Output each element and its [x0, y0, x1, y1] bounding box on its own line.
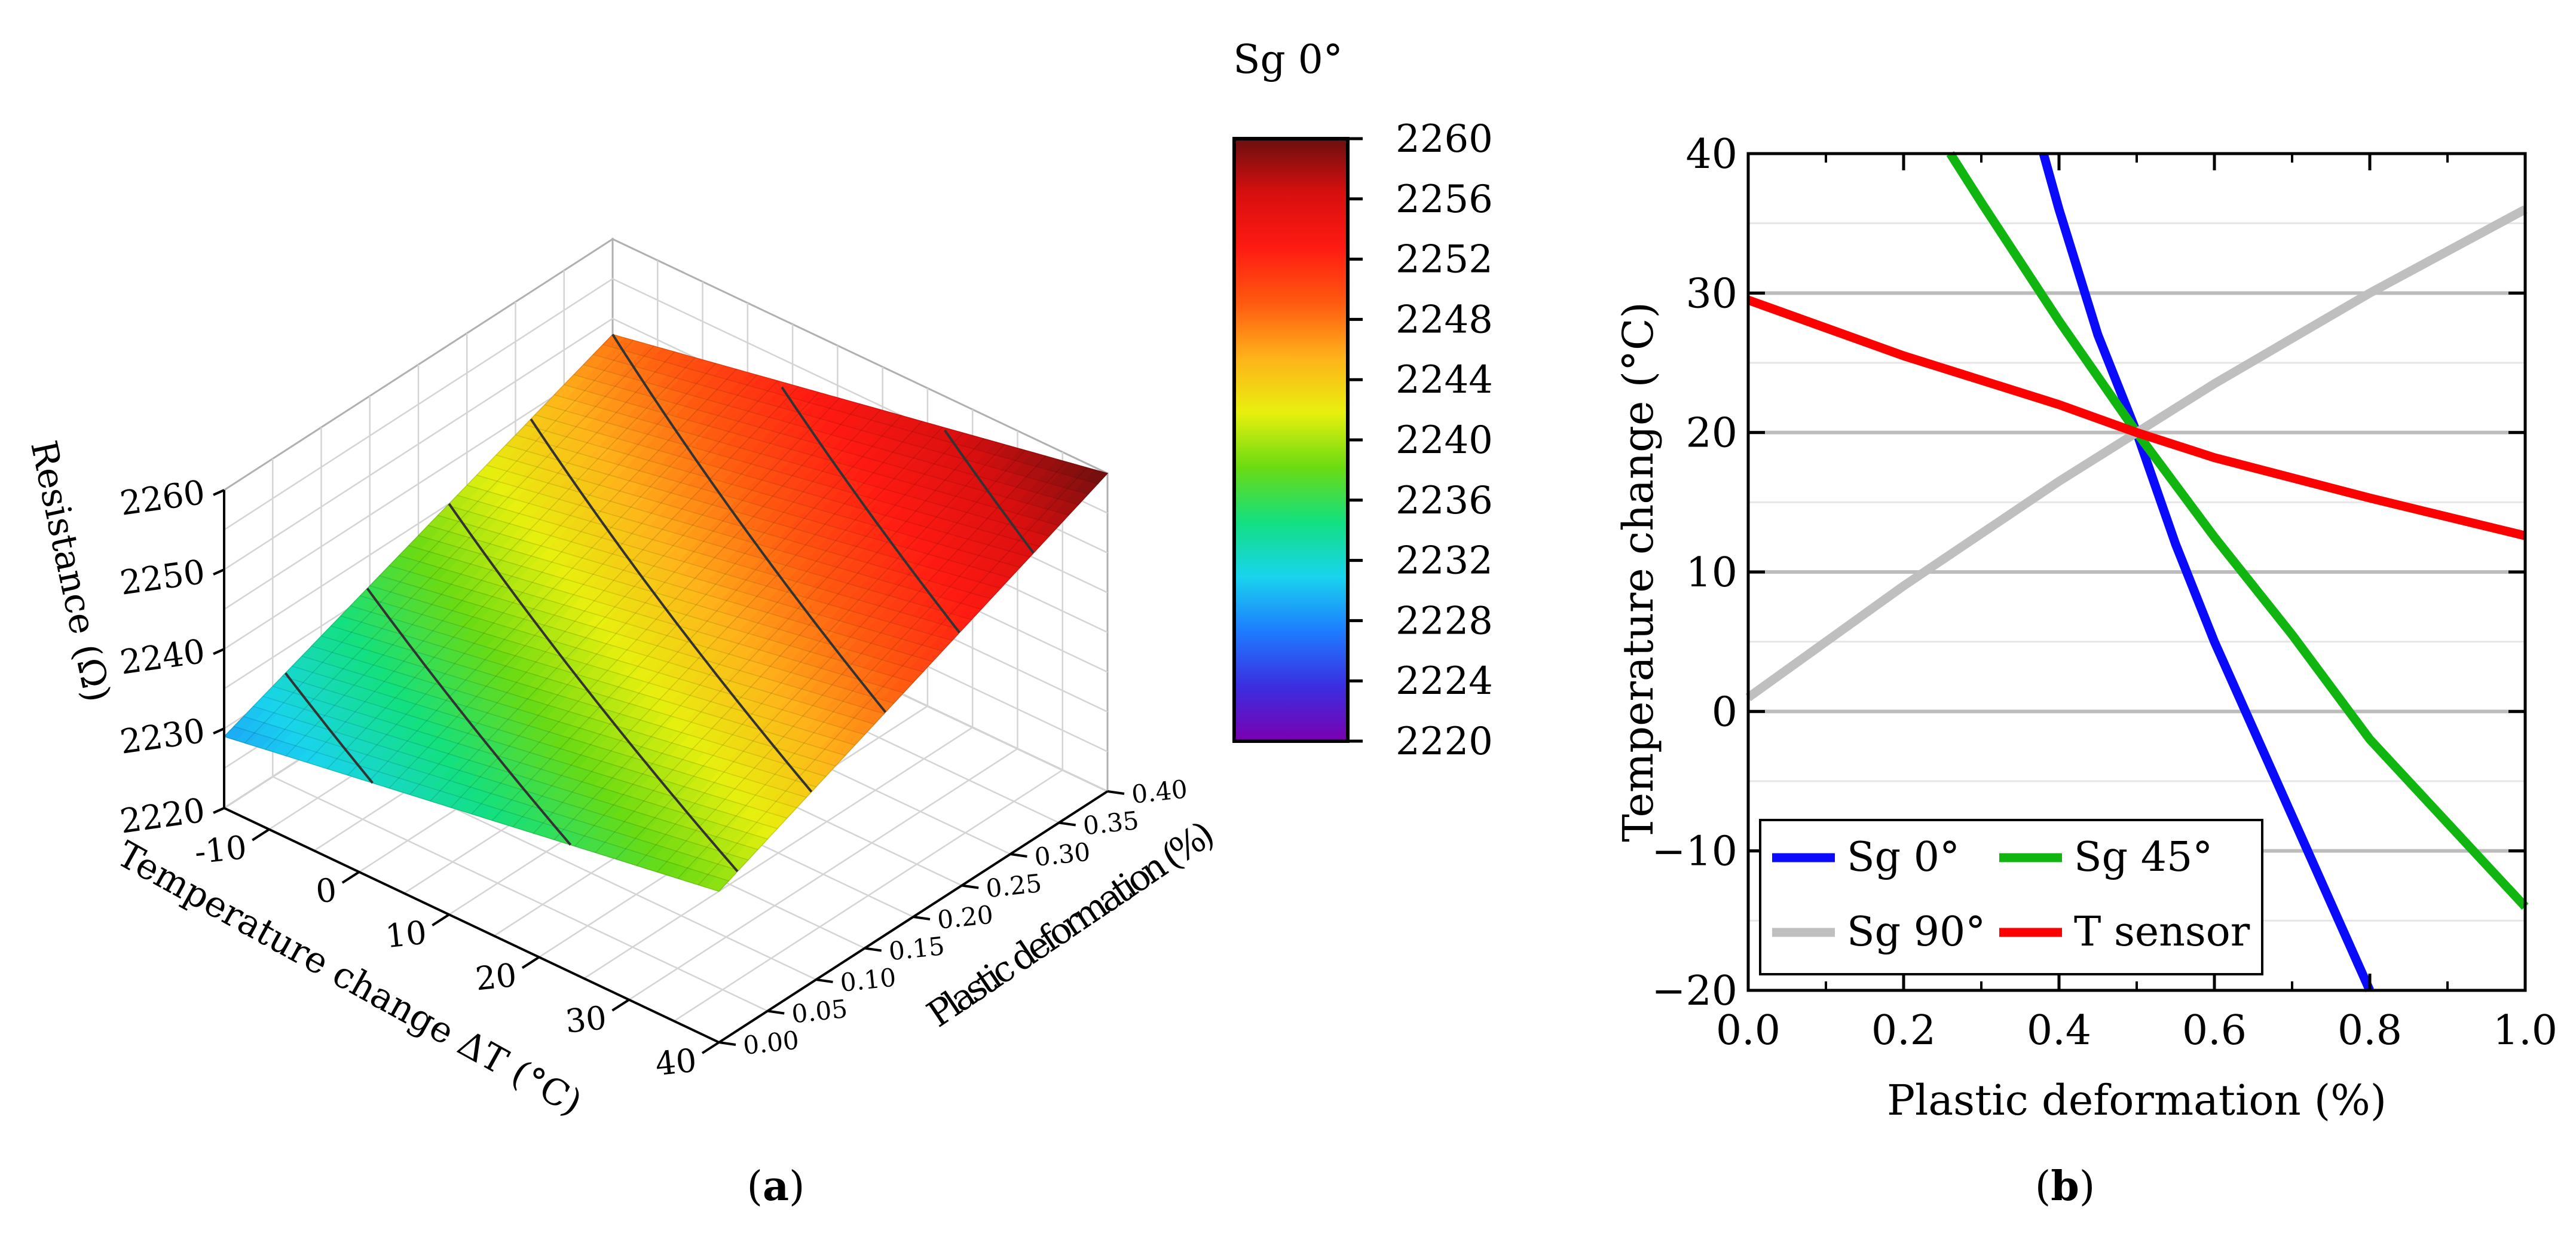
y-tick-label: 20: [1685, 410, 1737, 457]
legend-label: T sensor: [2074, 908, 2250, 956]
z-tick-label: 2250: [118, 552, 207, 602]
x-tick-label: 0.6: [2182, 1007, 2247, 1054]
z-tick: [213, 489, 225, 496]
floor-grid-line: [674, 769, 1063, 1022]
caption-a: (a): [747, 1162, 805, 1210]
deformation-tick: [1010, 853, 1027, 858]
deformation-tick: [767, 1009, 785, 1015]
deformation-tick-label: 0.30: [1033, 837, 1091, 872]
temperature-tick-label: 20: [473, 956, 518, 998]
legend-label: Sg 45°: [2074, 834, 2213, 881]
resistance-surface: [223, 334, 1109, 892]
temperature-tick-label: 40: [653, 1041, 698, 1083]
legend-label: Sg 90°: [1847, 908, 1985, 956]
legend: Sg 0° Sg 45° Sg 90° T sensor: [1759, 819, 2263, 975]
z-tick: [213, 807, 225, 814]
z-tick-label: 2260: [118, 473, 207, 523]
temperature-tick: [432, 913, 450, 926]
z-tick: [213, 648, 225, 655]
colorbar-tick-label: 2240: [1396, 418, 1493, 463]
deformation-tick: [718, 1041, 736, 1046]
x-tick-label: 0.2: [1871, 1007, 1936, 1054]
series-line-sg-45-: [1946, 151, 2529, 910]
z-tick: [213, 568, 225, 576]
colorbar-tick-label: 2236: [1396, 479, 1493, 523]
temperature-tick-label: 10: [384, 913, 429, 955]
colorbar: [1232, 137, 1350, 743]
temperature-tick-label: -10: [193, 828, 249, 871]
y-tick-label: 40: [1685, 131, 1737, 178]
deformation-tick: [1107, 790, 1125, 795]
colorbar-gradient: [1232, 137, 1350, 743]
deformation-tick-label: 0.25: [984, 868, 1043, 904]
z-tick: [213, 727, 225, 735]
deformation-tick-label: 0.35: [1082, 806, 1140, 841]
legend-label: Sg 0°: [1847, 834, 1960, 881]
y-tick-label: −20: [1651, 968, 1737, 1015]
colorbar-tick-label: 2248: [1396, 298, 1493, 342]
deformation-tick: [1058, 821, 1076, 827]
z-tick-label: 2230: [118, 711, 207, 761]
grid-lines: [1748, 222, 2525, 922]
y-tick-label: 30: [1685, 270, 1737, 317]
colorbar-tick-label: 2260: [1396, 117, 1493, 161]
y-tick-label: −10: [1651, 828, 1737, 876]
series-line-t-sensor: [1746, 295, 2526, 540]
x-tick-label: 0.4: [2027, 1007, 2091, 1054]
colorbar-tick-label: 2224: [1396, 659, 1493, 703]
colorbar-tick-label: 2228: [1396, 599, 1493, 643]
deformation-tick-label: 0.40: [1130, 774, 1189, 809]
temperature-tick: [252, 828, 270, 842]
colorbar-ticks: 2260 2256 2252 2248 2244 2240 2236 2232 2228 2224…: [1348, 117, 1493, 764]
x-axis-title: Plastic deformation (%): [1887, 1076, 2387, 1125]
deformation-tick: [864, 947, 882, 952]
deformation-tick-label: 0.10: [839, 962, 897, 998]
colorbar-tick-label: 2252: [1396, 238, 1493, 282]
colorbar-title: Sg 0°: [1233, 36, 1342, 82]
y-tick-label: 10: [1685, 549, 1737, 596]
deformation-tick: [913, 916, 931, 920]
deformation-tick-label: 0.20: [936, 900, 995, 935]
x-tick-label: 1.0: [2493, 1007, 2557, 1054]
z-axis-title: Resistance (Ω): [22, 437, 118, 706]
series-line-sg-90-: [1745, 205, 2528, 702]
floor-grid-line: [628, 748, 1018, 1001]
colorbar-tick-label: 2220: [1396, 720, 1493, 764]
caption-b: (b): [2035, 1162, 2095, 1210]
deformation-tick-label: 0.15: [888, 931, 946, 966]
z-tick-label: 2240: [118, 632, 207, 682]
temperature-tick: [611, 999, 630, 1012]
y-axis-title: Temperature change (°C): [1614, 302, 1663, 842]
temperature-tick: [341, 871, 360, 884]
temperature-tick: [521, 956, 540, 969]
y-tick-label: 0: [1712, 689, 1737, 736]
deformation-tick-label: 0.00: [742, 1025, 800, 1060]
panel-a-surface-chart: 2220 2230 2240 2250 2260 -10 0 10 20 30 40 0.000.05…: [22, 36, 1493, 1124]
colorbar-tick-label: 2244: [1396, 358, 1493, 402]
temperature-tick-label: 30: [564, 999, 608, 1041]
floor-grid-line: [583, 727, 973, 980]
temperature-tick: [701, 1041, 720, 1054]
deformation-tick: [961, 884, 979, 889]
caption-a-letter: a: [762, 1162, 790, 1210]
colorbar-tick-label: 2256: [1396, 178, 1493, 222]
temperature-tick-label: 0: [314, 871, 338, 910]
deformation-tick: [816, 978, 833, 983]
caption-b-letter: b: [2051, 1162, 2079, 1210]
deformation-tick-label: 0.05: [790, 994, 849, 1029]
colorbar-tick-label: 2232: [1396, 539, 1493, 583]
x-tick-label: 0.8: [2338, 1007, 2402, 1054]
floor-grid-line: [272, 776, 768, 1012]
